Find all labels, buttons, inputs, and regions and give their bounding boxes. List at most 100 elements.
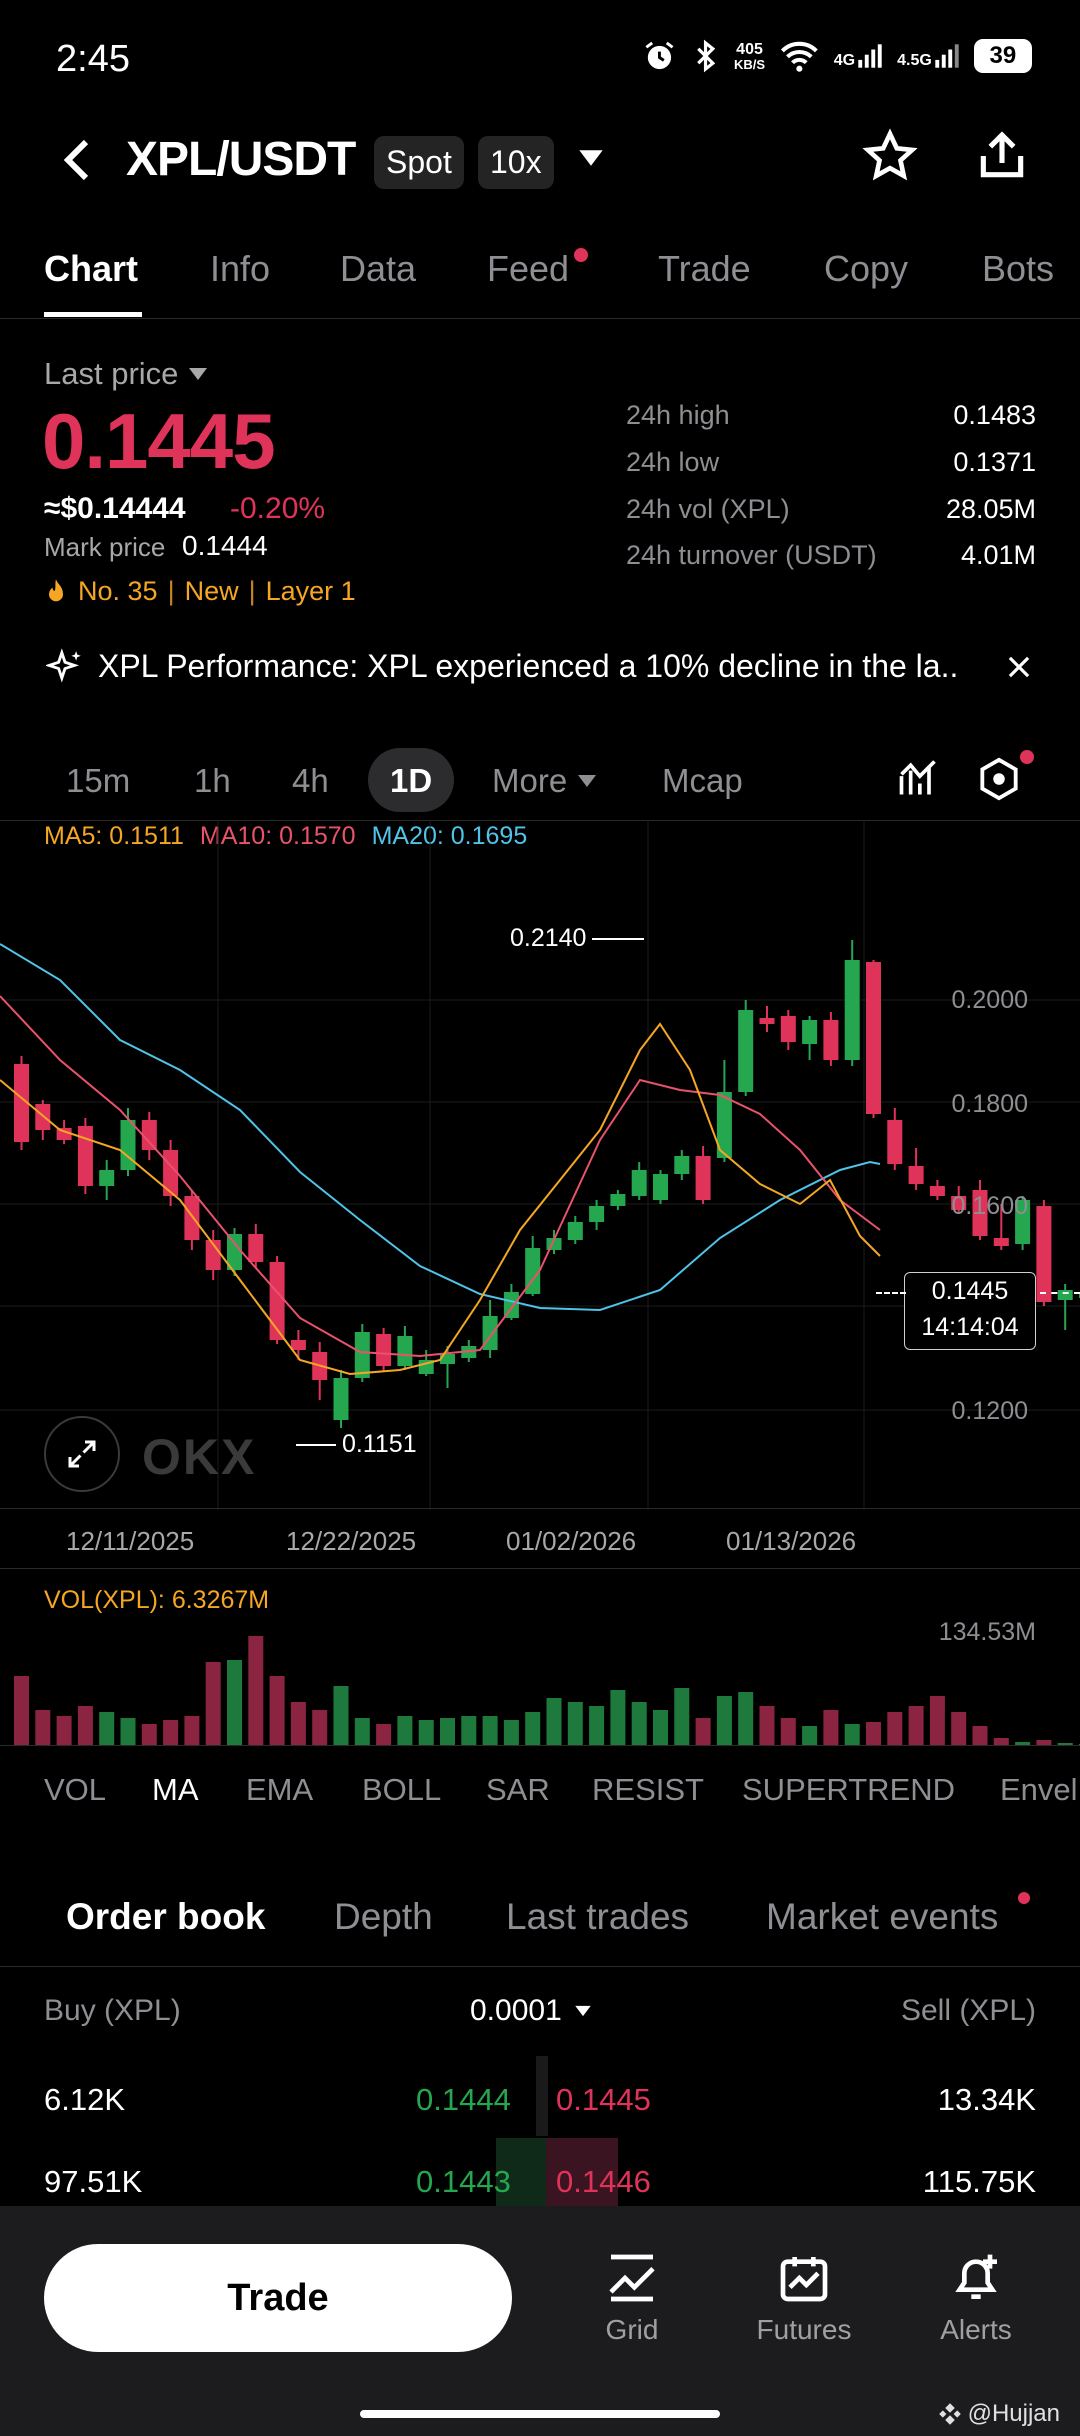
signal-2: 4.5G bbox=[897, 43, 960, 69]
volume-max: 134.53M bbox=[938, 1618, 1036, 1646]
tab-feed[interactable]: Feed bbox=[487, 248, 570, 289]
okx-watermark: OKX bbox=[142, 1429, 257, 1485]
indicator-supertrend[interactable]: SUPERTREND bbox=[742, 1772, 956, 1807]
tick-size-selector[interactable]: 0.0001 bbox=[470, 1994, 592, 2028]
indicator-vol[interactable]: VOL bbox=[44, 1772, 107, 1807]
indicator-ma[interactable]: MA bbox=[152, 1772, 199, 1807]
star-icon[interactable] bbox=[862, 128, 918, 184]
ma20-label: MA20: 0.1695 bbox=[371, 822, 528, 850]
stat-value: 0.1371 bbox=[953, 447, 1036, 477]
candle-body bbox=[567, 1222, 583, 1240]
bid-price[interactable]: 0.1443 bbox=[416, 2164, 511, 2199]
tag-separator: | bbox=[248, 576, 256, 606]
candlestick-chart[interactable] bbox=[0, 820, 1080, 1510]
price-change: -0.20% bbox=[230, 492, 326, 525]
tab-bots[interactable]: Bots bbox=[982, 248, 1055, 289]
tab-trade[interactable]: Trade bbox=[658, 248, 751, 289]
wifi-icon bbox=[781, 41, 818, 72]
volume-bar bbox=[780, 1718, 796, 1746]
candle-body bbox=[653, 1174, 668, 1200]
usd-price: ≈$0.14444 bbox=[44, 492, 186, 525]
last-price-selector[interactable]: Last price bbox=[44, 356, 208, 392]
x-tick: 12/22/2025 bbox=[286, 1526, 417, 1556]
volume-bar bbox=[589, 1706, 605, 1746]
ma5-label: MA5: 0.1511 bbox=[44, 822, 184, 850]
candle-body bbox=[738, 1010, 754, 1092]
current-price-line bbox=[1040, 1292, 1080, 1294]
nav-alerts[interactable]: Alerts bbox=[896, 2250, 1056, 2346]
market-events-dot bbox=[1018, 1892, 1030, 1904]
close-icon[interactable] bbox=[1006, 654, 1032, 680]
volume-bar bbox=[163, 1720, 179, 1746]
candle-body bbox=[887, 1120, 903, 1164]
bell-plus-icon bbox=[955, 2254, 997, 2299]
tab-info[interactable]: Info bbox=[210, 248, 271, 289]
volume-bar bbox=[1036, 1740, 1052, 1746]
volume-bar bbox=[908, 1706, 924, 1746]
fire-icon bbox=[49, 578, 63, 601]
chart-top-divider bbox=[0, 820, 1080, 821]
timeframe-1h[interactable]: 1h bbox=[194, 762, 231, 799]
candle-body bbox=[141, 1120, 157, 1150]
tab-market-events[interactable]: Market events bbox=[766, 1896, 999, 1937]
volume-bar bbox=[248, 1636, 264, 1746]
candle-body bbox=[951, 1196, 967, 1210]
volume-bar bbox=[759, 1706, 775, 1746]
nav-futures[interactable]: Futures bbox=[724, 2250, 884, 2346]
x-tick: 01/13/2026 bbox=[726, 1526, 857, 1556]
indicator-sar[interactable]: SAR bbox=[486, 1772, 550, 1807]
timeframe-1d[interactable]: 1D bbox=[390, 762, 433, 799]
candle-body bbox=[35, 1104, 51, 1130]
spot-badge: Spot bbox=[374, 136, 464, 189]
rank-tag[interactable]: No. 35 bbox=[78, 576, 158, 606]
pair-dropdown-icon[interactable] bbox=[578, 148, 604, 168]
tab-chart[interactable]: Chart bbox=[44, 248, 139, 289]
candle-body bbox=[631, 1170, 647, 1196]
futures-icon bbox=[780, 2257, 828, 2302]
ask-depth-bar bbox=[546, 2138, 618, 2206]
indicator-envel[interactable]: Envel bbox=[1000, 1772, 1078, 1807]
buy-qty: 6.12K bbox=[44, 2082, 126, 2117]
candle-body bbox=[759, 1018, 775, 1024]
tab-depth[interactable]: Depth bbox=[334, 1896, 433, 1937]
performance-banner[interactable]: XPL Performance: XPL experienced a 10% d… bbox=[98, 648, 959, 684]
volume-bar bbox=[77, 1706, 93, 1746]
timeframe-mcap[interactable]: Mcap bbox=[662, 762, 743, 799]
candle-body bbox=[77, 1126, 93, 1186]
volume-bar bbox=[312, 1710, 328, 1746]
tab-copy[interactable]: Copy bbox=[824, 248, 909, 289]
volume-bar bbox=[354, 1718, 370, 1746]
bid-price[interactable]: 0.1444 bbox=[416, 2082, 511, 2117]
volume-bar bbox=[653, 1710, 668, 1746]
fullscreen-button[interactable] bbox=[44, 1416, 120, 1492]
back-arrow-icon[interactable] bbox=[58, 136, 98, 184]
tab-order-book[interactable]: Order book bbox=[66, 1896, 266, 1937]
indicator-boll[interactable]: BOLL bbox=[362, 1772, 442, 1807]
sell-header: Sell (XPL) bbox=[900, 1994, 1036, 2027]
timeframe-more[interactable]: More bbox=[492, 762, 597, 800]
candle-body bbox=[525, 1248, 541, 1294]
new-tag[interactable]: New bbox=[184, 576, 239, 606]
tab-data[interactable]: Data bbox=[340, 248, 417, 289]
candle-body bbox=[1057, 1290, 1073, 1300]
bid-depth-bar bbox=[496, 2138, 546, 2206]
pair-title[interactable]: XPL/USDT bbox=[126, 133, 356, 186]
indicator-chart-icon[interactable] bbox=[896, 756, 940, 800]
x-axis-divider bbox=[0, 1508, 1080, 1509]
stat-label: 24h vol (XPL) bbox=[626, 494, 790, 524]
layer-tag[interactable]: Layer 1 bbox=[265, 576, 356, 606]
battery-icon: 39 bbox=[973, 39, 1032, 73]
timeframe-4h[interactable]: 4h bbox=[292, 762, 329, 799]
nav-grid[interactable]: Grid bbox=[552, 2250, 712, 2346]
settings-hex-icon[interactable] bbox=[976, 756, 1022, 802]
volume-bar bbox=[823, 1710, 839, 1746]
ask-price[interactable]: 0.1445 bbox=[556, 2082, 651, 2117]
indicator-resist[interactable]: RESIST bbox=[592, 1772, 704, 1807]
ask-price[interactable]: 0.1446 bbox=[556, 2164, 651, 2199]
stat-label: 24h turnover (USDT) bbox=[626, 540, 877, 570]
tab-last-trades[interactable]: Last trades bbox=[506, 1896, 690, 1937]
trade-button[interactable]: Trade bbox=[44, 2244, 512, 2352]
timeframe-15m[interactable]: 15m bbox=[66, 762, 131, 799]
indicator-ema[interactable]: EMA bbox=[246, 1772, 314, 1807]
share-icon[interactable] bbox=[974, 128, 1030, 184]
